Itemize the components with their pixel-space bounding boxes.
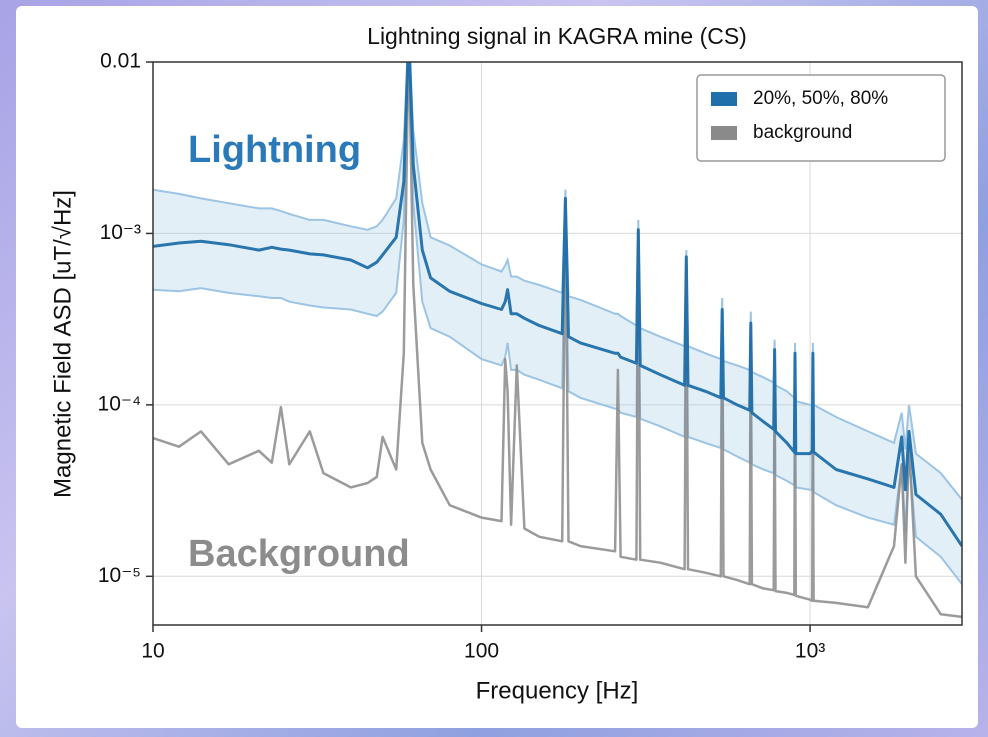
band [153, 62, 962, 585]
y-tick-label: 10⁻⁵ [98, 564, 141, 587]
x-tick-label: 10 [141, 640, 164, 663]
x-tick-label: 10³ [795, 640, 825, 663]
annotation: Lightning [188, 129, 361, 171]
y-tick-label: 0.01 [100, 50, 141, 73]
annotation: Background [188, 533, 410, 575]
y-axis-label: Magnetic Field ASD [uT/√Hz] [49, 190, 76, 498]
legend-swatch [711, 126, 737, 140]
legend-label: background [753, 122, 852, 143]
legend-swatch [711, 92, 737, 106]
x-axis-label: Frequency [Hz] [476, 677, 639, 704]
plot-frame [152, 61, 963, 626]
panel [16, 6, 978, 728]
chart-title: Lightning signal in KAGRA mine (CS) [367, 23, 747, 49]
x-tick-label: 100 [464, 640, 499, 663]
plot-area [153, 62, 962, 619]
band-upper-line [153, 62, 962, 501]
y-tick-label: 10⁻⁴ [98, 392, 141, 415]
legend-label: 20%, 50%, 80% [753, 88, 888, 109]
legend-box [696, 74, 946, 162]
band-lower-line [153, 62, 962, 585]
y-tick-label: 10⁻³ [100, 221, 141, 244]
series-line [153, 62, 962, 547]
series-line [153, 62, 962, 619]
